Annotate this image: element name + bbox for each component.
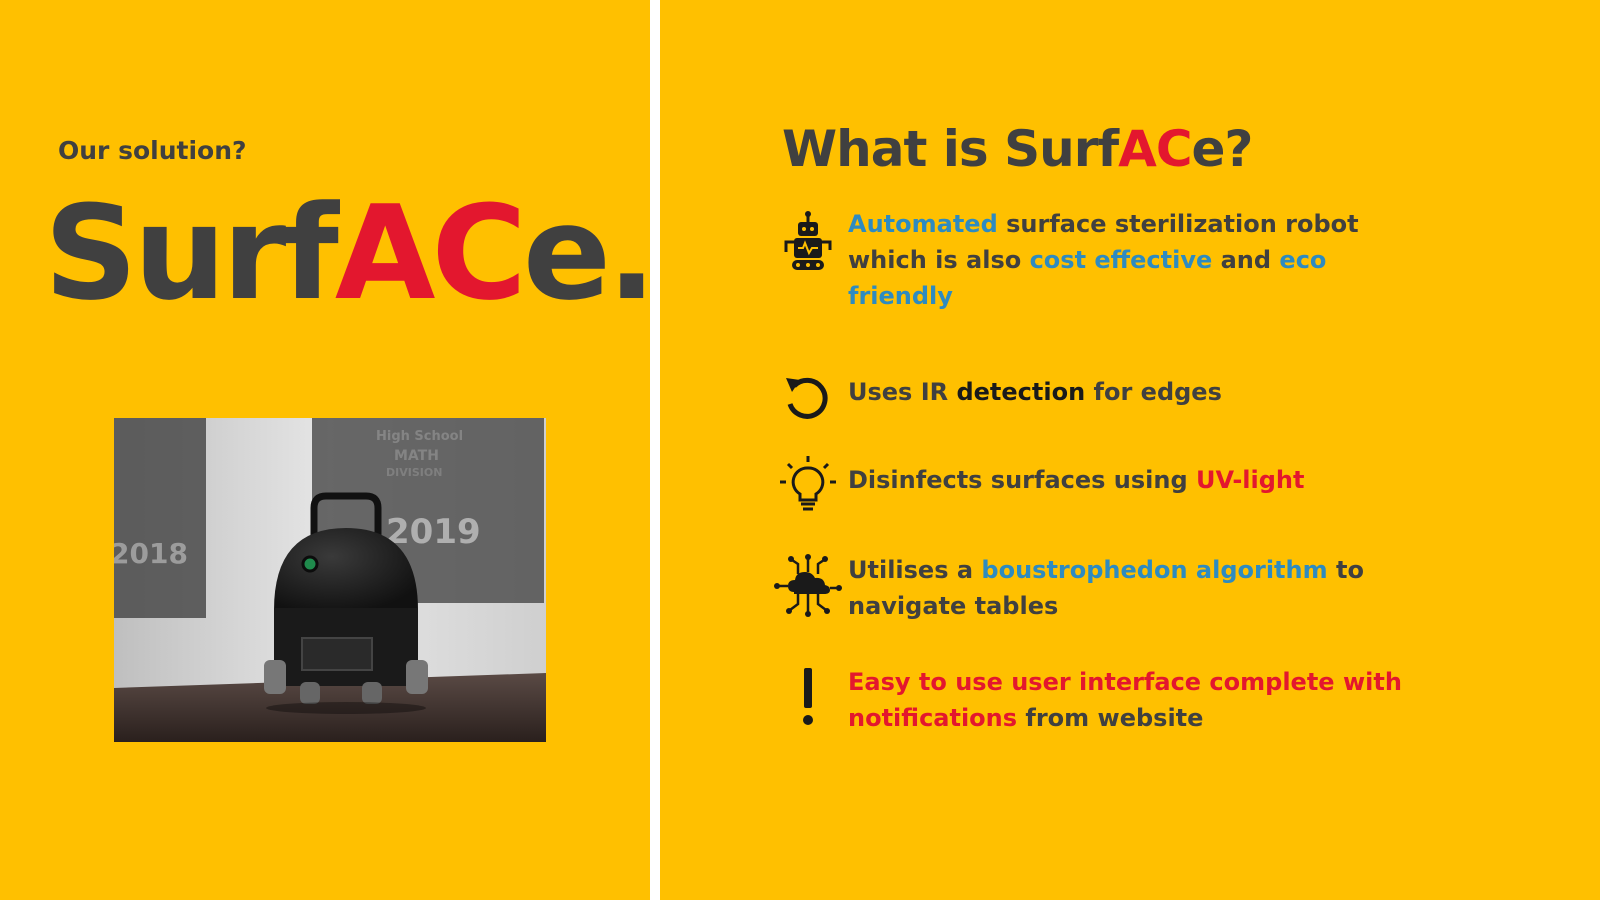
robot-icon xyxy=(784,211,832,270)
lightbulb-icon xyxy=(780,456,836,511)
feature-text-algorithm: Utilises a boustrophedon algorithm to na… xyxy=(848,552,1408,624)
text-from-website: from website xyxy=(1017,704,1204,732)
title-part-ac: AC xyxy=(1118,120,1192,178)
text-surface-sterilization: surface sterilization robot which is als… xyxy=(848,210,1359,274)
feature-text-uv-light: Disinfects surfaces using UV-light xyxy=(848,462,1408,498)
logo-dot: . xyxy=(607,177,656,329)
text-eco-friendly: eco friendly xyxy=(848,246,1327,310)
text-navigate-tables: to navigate tables xyxy=(848,556,1364,620)
banner-text-3: DIVISION xyxy=(386,466,442,479)
cloud-network-icon xyxy=(774,554,842,617)
panel-divider xyxy=(650,0,660,900)
text-easy-to-use: Easy to use user interface complete with… xyxy=(848,668,1402,732)
feature-text-ir-detection: Uses IR detection for edges xyxy=(848,374,1408,410)
text-utilises-a: Utilises a xyxy=(848,556,982,584)
logo-part-ac: AC xyxy=(334,177,527,329)
banner-text-1: High School xyxy=(376,429,463,444)
left-panel: Our solution? SurfACe. xyxy=(0,0,656,900)
robot-graphic xyxy=(264,492,428,714)
text-and: and xyxy=(1212,246,1280,274)
text-automated: Automated xyxy=(848,210,998,238)
text-uses-ir: Uses IR xyxy=(848,378,957,406)
text-cost-effective: cost effective xyxy=(1029,246,1213,274)
text-detection: detection xyxy=(956,378,1086,406)
title-part-3: e? xyxy=(1191,120,1254,178)
logo-part-e: e xyxy=(522,177,611,329)
text-disinfects: Disinfects surfaces using xyxy=(848,466,1197,494)
robot-photo: High School MATH DIVISION 2019 2018 xyxy=(114,418,546,742)
banner-text-2: MATH xyxy=(394,448,439,464)
text-boustrophedon: boustrophedon algorithm xyxy=(981,556,1328,584)
banner-text-5: 2018 xyxy=(114,537,188,570)
banner-text-4: 2019 xyxy=(386,512,481,552)
text-uv-light: UV-light xyxy=(1196,466,1305,494)
right-panel: What is SurfACe? Automated surface steri… xyxy=(660,0,1600,900)
page-title: What is SurfACe? xyxy=(782,120,1254,178)
text-for-edges: for edges xyxy=(1085,378,1222,406)
rotate-icon xyxy=(786,377,828,419)
feature-text-interface: Easy to use user interface complete with… xyxy=(848,664,1408,736)
exclamation-icon xyxy=(803,668,813,725)
kicker-text: Our solution? xyxy=(58,136,247,165)
title-part-1: What is Surf xyxy=(782,120,1119,178)
surface-logo: SurfACe. xyxy=(44,188,656,318)
logo-part-surf: Surf xyxy=(44,177,339,329)
feature-text-automated: Automated surface sterilization robot wh… xyxy=(848,206,1408,314)
